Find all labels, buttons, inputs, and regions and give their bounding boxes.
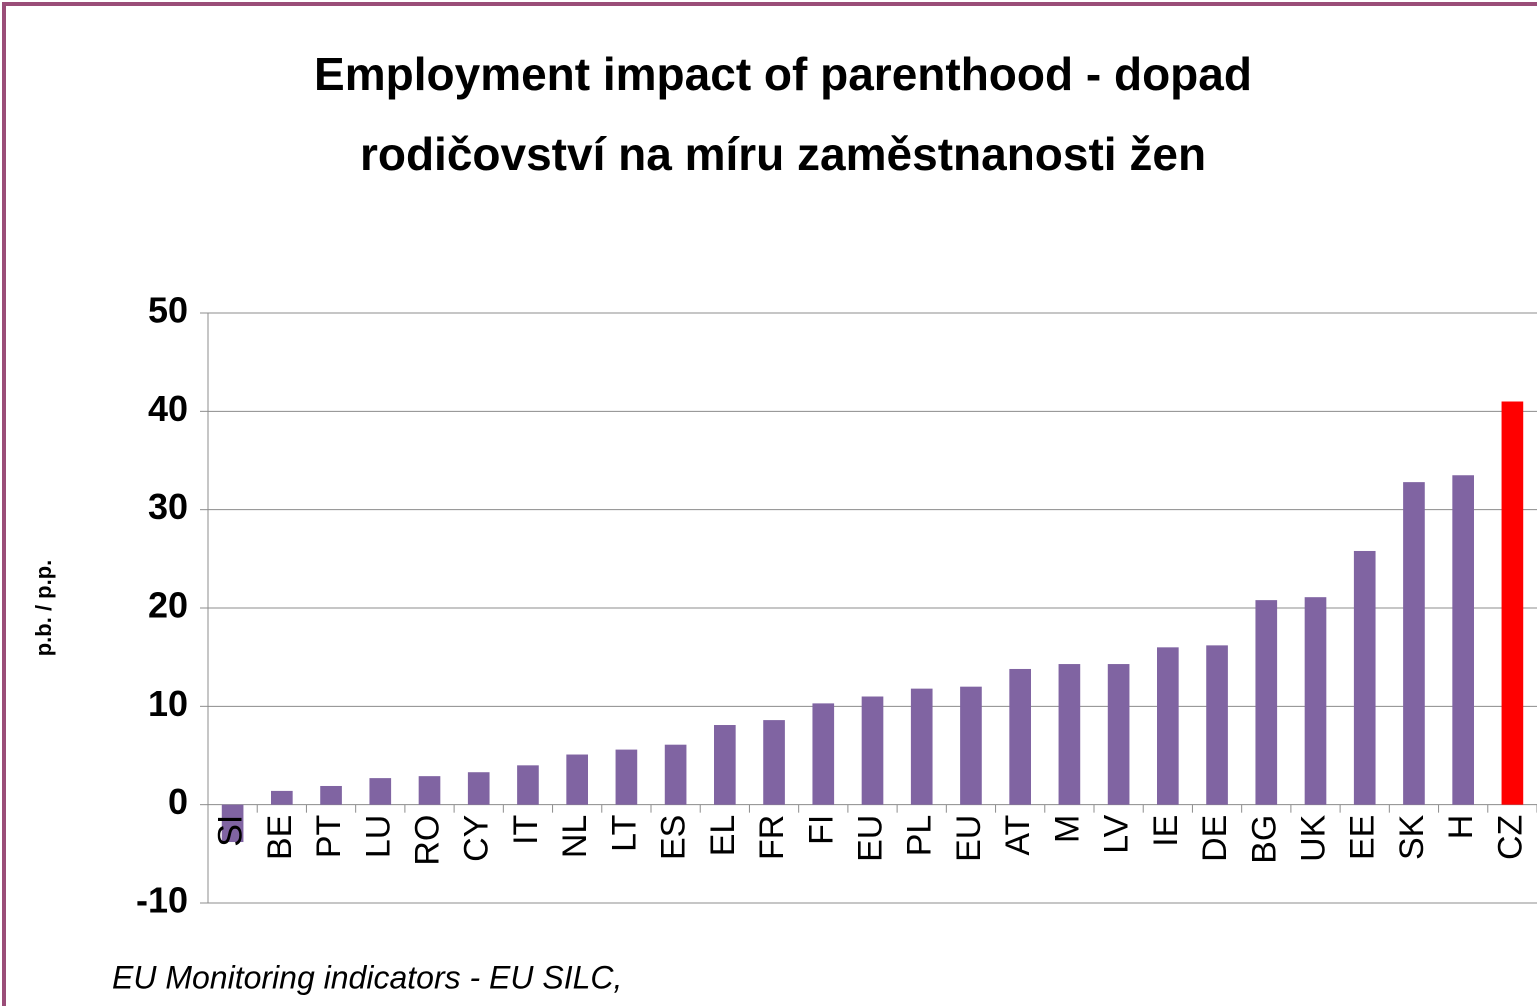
bar bbox=[615, 749, 638, 805]
y-tick-label: 40 bbox=[148, 388, 188, 429]
x-tick-label: M bbox=[1048, 815, 1086, 843]
bar bbox=[1009, 668, 1031, 805]
footnote: EU Monitoring indicators - EU SILC, bbox=[112, 959, 622, 995]
x-tick-label: SI bbox=[212, 815, 250, 847]
bar bbox=[566, 754, 588, 805]
x-tick-label: BE bbox=[261, 815, 299, 860]
bar bbox=[1403, 482, 1425, 805]
y-tick-label: 50 bbox=[148, 290, 188, 331]
bar bbox=[1058, 664, 1081, 805]
chart-title: Employment impact of parenthood - dopad bbox=[314, 48, 1252, 100]
bar bbox=[1304, 597, 1327, 805]
x-tick-label: EU bbox=[950, 815, 988, 862]
x-tick-label: AT bbox=[999, 815, 1037, 856]
bar bbox=[1206, 645, 1228, 805]
x-tick-label: LU bbox=[359, 815, 397, 858]
y-tick-label: 30 bbox=[148, 486, 188, 527]
bar bbox=[1353, 550, 1376, 805]
y-axis-label: p.b. / p.p. bbox=[31, 560, 56, 657]
x-tick-label: H bbox=[1442, 815, 1480, 840]
bar bbox=[664, 744, 687, 805]
bar bbox=[221, 804, 244, 843]
bar bbox=[517, 765, 539, 805]
bar bbox=[467, 772, 490, 805]
bar bbox=[861, 696, 884, 805]
x-tick-label: IT bbox=[507, 815, 545, 845]
x-tick-label: LT bbox=[605, 815, 643, 852]
x-tick-label: SK bbox=[1393, 814, 1431, 860]
x-tick-label: IE bbox=[1147, 815, 1185, 847]
y-tick-label: -10 bbox=[136, 880, 188, 921]
bar bbox=[271, 790, 293, 805]
x-tick-label: UK bbox=[1294, 814, 1332, 862]
x-tick-label: NL bbox=[556, 815, 594, 858]
x-tick-label: EE bbox=[1344, 815, 1382, 860]
x-tick-label: CZ bbox=[1491, 815, 1529, 860]
x-tick-label: CY bbox=[458, 815, 496, 862]
x-tick-label: FR bbox=[753, 815, 791, 860]
bar bbox=[1107, 664, 1130, 805]
y-tick-label: 10 bbox=[148, 683, 188, 724]
y-tick-label: 0 bbox=[168, 781, 188, 822]
x-tick-label: EU bbox=[851, 815, 889, 862]
bar bbox=[812, 703, 835, 805]
x-tick-label: EL bbox=[704, 815, 742, 857]
x-tick-label: LV bbox=[1098, 814, 1136, 853]
x-tick-label: BG bbox=[1245, 815, 1283, 864]
x-tick-label: RO bbox=[408, 815, 446, 866]
x-tick-label: ES bbox=[655, 815, 693, 860]
bar bbox=[960, 686, 982, 805]
bar bbox=[1255, 600, 1278, 805]
chart-title: rodičovství na míru zaměstnanosti žen bbox=[360, 128, 1206, 180]
y-tick-label: 20 bbox=[148, 585, 188, 626]
bar bbox=[1452, 475, 1474, 805]
bar bbox=[369, 778, 392, 805]
x-tick-label: PT bbox=[310, 815, 348, 858]
bar bbox=[714, 725, 736, 805]
x-tick-label: PL bbox=[901, 815, 939, 857]
bar bbox=[1157, 647, 1179, 805]
x-tick-label: DE bbox=[1196, 815, 1234, 862]
bar bbox=[1501, 401, 1524, 805]
x-tick-label: FI bbox=[802, 815, 840, 845]
bar bbox=[320, 785, 342, 805]
bar bbox=[763, 720, 785, 805]
bar bbox=[418, 776, 441, 805]
bar bbox=[910, 688, 933, 805]
